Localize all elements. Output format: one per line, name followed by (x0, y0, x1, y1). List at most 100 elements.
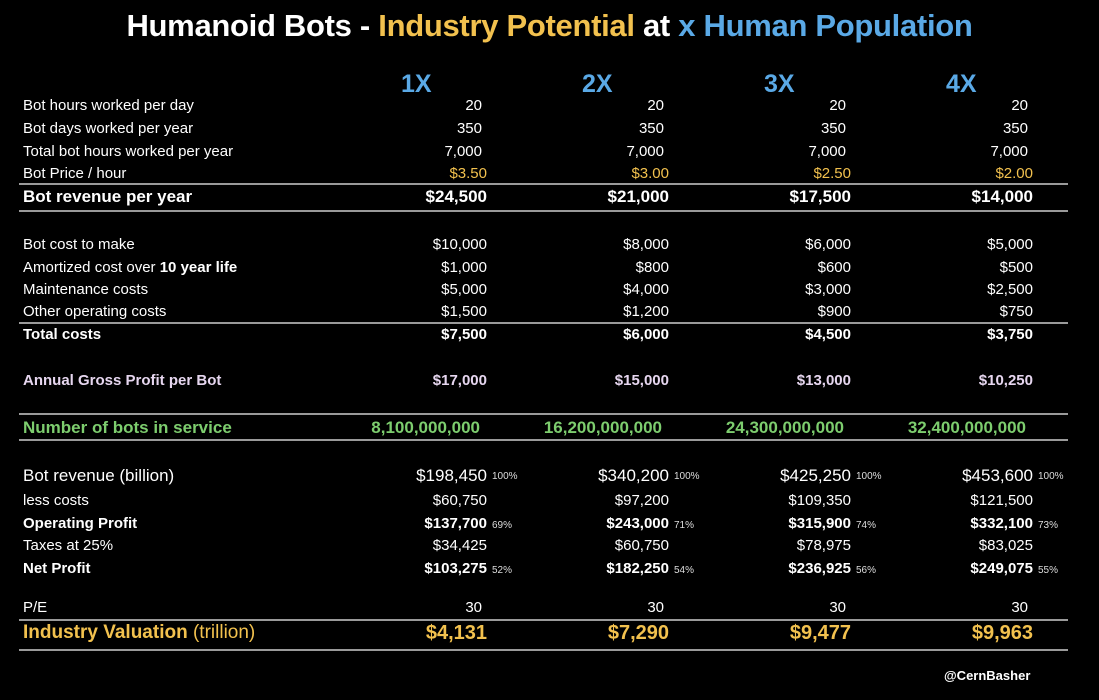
title-part-at: at (634, 8, 679, 43)
percent-2x: 54% (674, 565, 695, 576)
percent-4x: 100% (1038, 471, 1064, 482)
value-1x: $1,500 (441, 303, 487, 320)
divider (19, 619, 1068, 621)
value-1x: $5,000 (441, 281, 487, 298)
row-taxes: Taxes at 25% $34,425 $60,750 $78,975 $83… (0, 537, 1099, 559)
percent-3x: 74% (856, 520, 877, 531)
row-label: Bot cost to make (23, 236, 135, 253)
value-3x: $9,477 (789, 622, 851, 644)
value-4x: 32,400,000,000 (907, 418, 1026, 437)
value-3x: 30 (829, 599, 846, 616)
value-2x: $800 (635, 259, 669, 276)
value-1x: $103,275 (424, 560, 487, 577)
divider (19, 439, 1068, 441)
percent-2x: 100% (674, 471, 700, 482)
row-label: Amortized cost over 10 year life (23, 259, 237, 276)
value-2x: $340,200 (598, 466, 669, 485)
row-total-hours: Total bot hours worked per year 7,000 7,… (0, 143, 1099, 165)
label-emphasis: Industry Valuation (23, 622, 188, 643)
row-label: Total bot hours worked per year (23, 143, 234, 160)
value-1x: $1,000 (441, 259, 487, 276)
title-part-bots: Humanoid Bots - (126, 8, 379, 43)
value-2x: $97,200 (614, 492, 669, 509)
percent-4x: 55% (1038, 565, 1059, 576)
divider (19, 413, 1068, 415)
value-4x: 30 (1011, 599, 1028, 616)
value-3x: $600 (817, 259, 851, 276)
value-3x: $2.50 (813, 165, 851, 182)
title-part-population: x Human Population (678, 8, 973, 43)
percent-2x: 71% (674, 520, 695, 531)
value-2x: 7,000 (626, 143, 664, 160)
value-4x: $2,500 (987, 281, 1033, 298)
value-4x: $453,600 (962, 466, 1033, 485)
value-2x: $7,290 (607, 622, 669, 644)
value-3x: 7,000 (808, 143, 846, 160)
divider (19, 210, 1068, 212)
row-label: less costs (23, 492, 89, 509)
value-3x: $78,975 (796, 537, 851, 554)
value-4x: $14,000 (971, 187, 1033, 206)
value-1x: $137,700 (424, 515, 487, 532)
value-2x: $243,000 (606, 515, 669, 532)
row-industry-valuation: Industry Valuation (trillion) $4,131 $7,… (0, 622, 1099, 644)
row-label: Bot Price / hour (23, 165, 127, 182)
row-label: Other operating costs (23, 303, 167, 320)
value-3x: 24,300,000,000 (725, 418, 844, 437)
value-4x: $332,100 (970, 515, 1033, 532)
row-less-costs: less costs $60,750 $97,200 $109,350 $121… (0, 492, 1099, 514)
value-4x: $249,075 (970, 560, 1033, 577)
row-revenue-per-year: Bot revenue per year $24,500 $21,000 $17… (0, 187, 1099, 209)
value-1x: $198,450 (416, 466, 487, 485)
value-2x: $8,000 (623, 236, 669, 253)
column-header-1x: 1X (401, 70, 432, 98)
row-label: Industry Valuation (trillion) (23, 622, 255, 644)
divider (19, 183, 1068, 185)
value-4x: 20 (1011, 97, 1028, 114)
value-2x: 16,200,000,000 (543, 418, 662, 437)
value-1x: 30 (465, 599, 482, 616)
value-2x: $182,250 (606, 560, 669, 577)
row-amortized-cost: Amortized cost over 10 year life $1,000 … (0, 259, 1099, 281)
row-label: Total costs (23, 326, 102, 343)
value-4x: $121,500 (970, 492, 1033, 509)
value-1x: 7,000 (444, 143, 482, 160)
value-3x: $900 (817, 303, 851, 320)
value-2x: $15,000 (614, 372, 669, 389)
row-total-costs: Total costs $7,500 $6,000 $4,500 $3,750 (0, 326, 1099, 348)
value-1x: $4,131 (425, 622, 487, 644)
percent-1x: 52% (492, 565, 513, 576)
value-2x: $3.00 (631, 165, 669, 182)
value-2x: 30 (647, 599, 664, 616)
percent-1x: 100% (492, 471, 518, 482)
value-4x: $5,000 (987, 236, 1033, 253)
value-2x: 350 (638, 120, 664, 137)
row-cost-to-make: Bot cost to make $10,000 $8,000 $6,000 $… (0, 236, 1099, 258)
column-header-4x: 4X (946, 70, 977, 98)
value-1x: 20 (465, 97, 482, 114)
value-4x: $3,750 (987, 326, 1033, 343)
page-title: Humanoid Bots - Industry Potential at x … (0, 8, 1099, 44)
value-2x: $21,000 (607, 187, 669, 206)
percent-3x: 100% (856, 471, 882, 482)
value-3x: $4,500 (805, 326, 851, 343)
value-1x: $17,000 (432, 372, 487, 389)
row-label: Net Profit (23, 560, 91, 577)
row-number-of-bots: Number of bots in service 8,100,000,000 … (0, 418, 1099, 440)
column-header-2x: 2X (582, 70, 613, 98)
value-3x: $3,000 (805, 281, 851, 298)
row-other-operating-costs: Other operating costs $1,500 $1,200 $900… (0, 303, 1099, 325)
divider (19, 322, 1068, 324)
value-2x: $4,000 (623, 281, 669, 298)
row-gross-profit: Annual Gross Profit per Bot $17,000 $15,… (0, 372, 1099, 394)
value-3x: 350 (820, 120, 846, 137)
author-watermark: @CernBasher (944, 668, 1031, 683)
label-suffix: (trillion) (187, 622, 256, 643)
row-label: Operating Profit (23, 515, 138, 532)
value-3x: $109,350 (788, 492, 851, 509)
value-4x: 350 (1002, 120, 1028, 137)
title-part-potential: Industry Potential (378, 8, 635, 43)
value-4x: $83,025 (978, 537, 1033, 554)
value-4x: $9,963 (971, 622, 1033, 644)
value-2x: $60,750 (614, 537, 669, 554)
